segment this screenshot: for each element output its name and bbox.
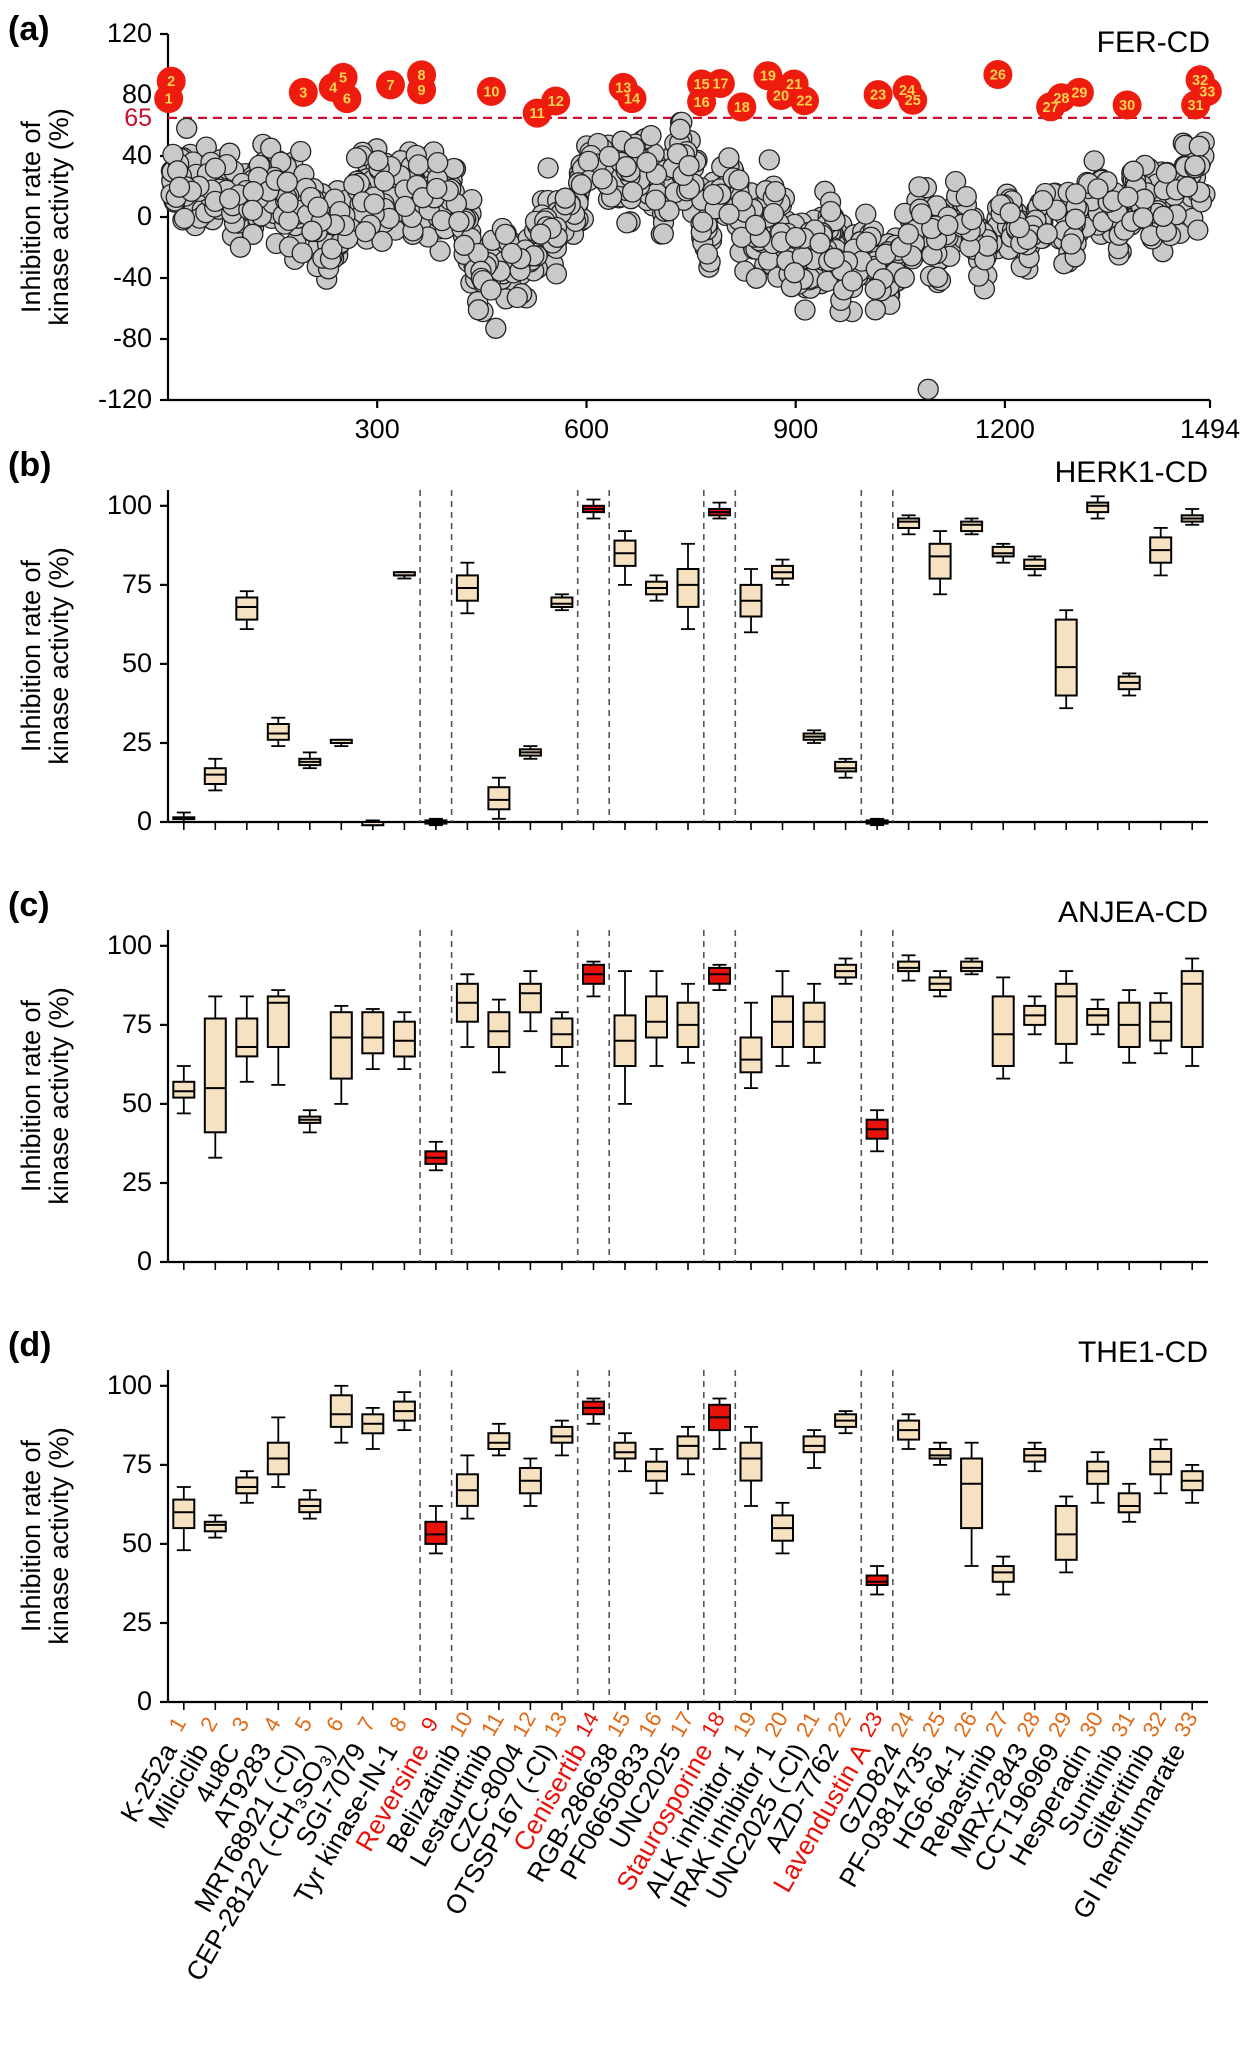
svg-text:29: 29: [1071, 85, 1087, 101]
svg-text:75: 75: [122, 569, 152, 599]
svg-text:-120: -120: [98, 384, 152, 414]
svg-text:40: 40: [122, 140, 152, 170]
svg-text:26: 26: [990, 68, 1006, 84]
svg-text:22: 22: [796, 94, 812, 110]
svg-text:Inhibition rate of: Inhibition rate of: [16, 999, 46, 1192]
svg-text:0: 0: [137, 1246, 152, 1276]
svg-text:25: 25: [122, 1167, 152, 1197]
svg-text:120: 120: [107, 18, 152, 48]
svg-text:(a): (a): [8, 10, 50, 48]
svg-text:0: 0: [137, 1686, 152, 1716]
svg-text:(c): (c): [8, 886, 50, 924]
svg-text:65: 65: [124, 104, 152, 132]
svg-text:300: 300: [355, 414, 400, 444]
svg-text:32: 32: [1192, 73, 1208, 89]
svg-text:(d): (d): [8, 1326, 51, 1364]
svg-text:-80: -80: [113, 323, 152, 353]
svg-text:13: 13: [615, 80, 631, 96]
svg-text:11: 11: [530, 106, 545, 122]
svg-text:2: 2: [167, 74, 175, 90]
svg-text:23: 23: [870, 88, 886, 104]
svg-text:18: 18: [734, 100, 750, 116]
svg-text:0: 0: [137, 806, 152, 836]
svg-text:50: 50: [122, 648, 152, 678]
svg-text:12: 12: [548, 94, 564, 110]
svg-text:25: 25: [905, 93, 921, 109]
svg-text:1: 1: [165, 92, 173, 108]
svg-text:THE1-CD: THE1-CD: [1078, 1336, 1208, 1369]
svg-text:10: 10: [483, 84, 499, 100]
svg-text:600: 600: [564, 414, 609, 444]
svg-text:28: 28: [1053, 91, 1069, 107]
svg-text:30: 30: [1119, 98, 1135, 114]
svg-text:HERK1-CD: HERK1-CD: [1055, 456, 1208, 489]
svg-text:3: 3: [299, 85, 307, 101]
svg-text:Inhibition rate of: Inhibition rate of: [16, 1439, 46, 1632]
svg-text:4: 4: [329, 80, 337, 96]
svg-text:(b): (b): [8, 446, 51, 484]
svg-text:19: 19: [760, 69, 776, 85]
svg-text:7: 7: [386, 78, 394, 94]
svg-text:16: 16: [694, 95, 710, 111]
svg-text:kinase activity (%): kinase activity (%): [44, 547, 74, 765]
svg-text:8: 8: [418, 68, 426, 84]
svg-text:kinase activity (%): kinase activity (%): [44, 1427, 74, 1645]
svg-text:5: 5: [339, 70, 347, 86]
svg-text:50: 50: [122, 1528, 152, 1558]
svg-text:100: 100: [107, 1370, 152, 1400]
svg-text:kinase activity (%): kinase activity (%): [44, 108, 74, 326]
svg-text:25: 25: [122, 1607, 152, 1637]
svg-text:Inhibition rate of: Inhibition rate of: [16, 559, 46, 752]
svg-text:6: 6: [343, 92, 351, 108]
svg-text:50: 50: [122, 1088, 152, 1118]
svg-text:1200: 1200: [975, 414, 1035, 444]
svg-text:25: 25: [122, 727, 152, 757]
svg-text:21: 21: [786, 77, 802, 93]
svg-text:Inhibition rate of: Inhibition rate of: [16, 120, 46, 313]
svg-text:ANJEA-CD: ANJEA-CD: [1058, 896, 1208, 929]
svg-text:0: 0: [137, 201, 152, 231]
svg-text:9: 9: [418, 83, 426, 99]
svg-text:75: 75: [122, 1009, 152, 1039]
svg-text:17: 17: [712, 77, 728, 93]
svg-text:-40: -40: [113, 262, 152, 292]
svg-text:900: 900: [773, 414, 818, 444]
svg-text:75: 75: [122, 1449, 152, 1479]
svg-text:FER-CD: FER-CD: [1097, 26, 1210, 59]
svg-text:100: 100: [107, 490, 152, 520]
svg-text:100: 100: [107, 930, 152, 960]
svg-text:kinase activity (%): kinase activity (%): [44, 987, 74, 1205]
svg-text:15: 15: [694, 77, 710, 93]
svg-text:1494: 1494: [1180, 414, 1240, 444]
